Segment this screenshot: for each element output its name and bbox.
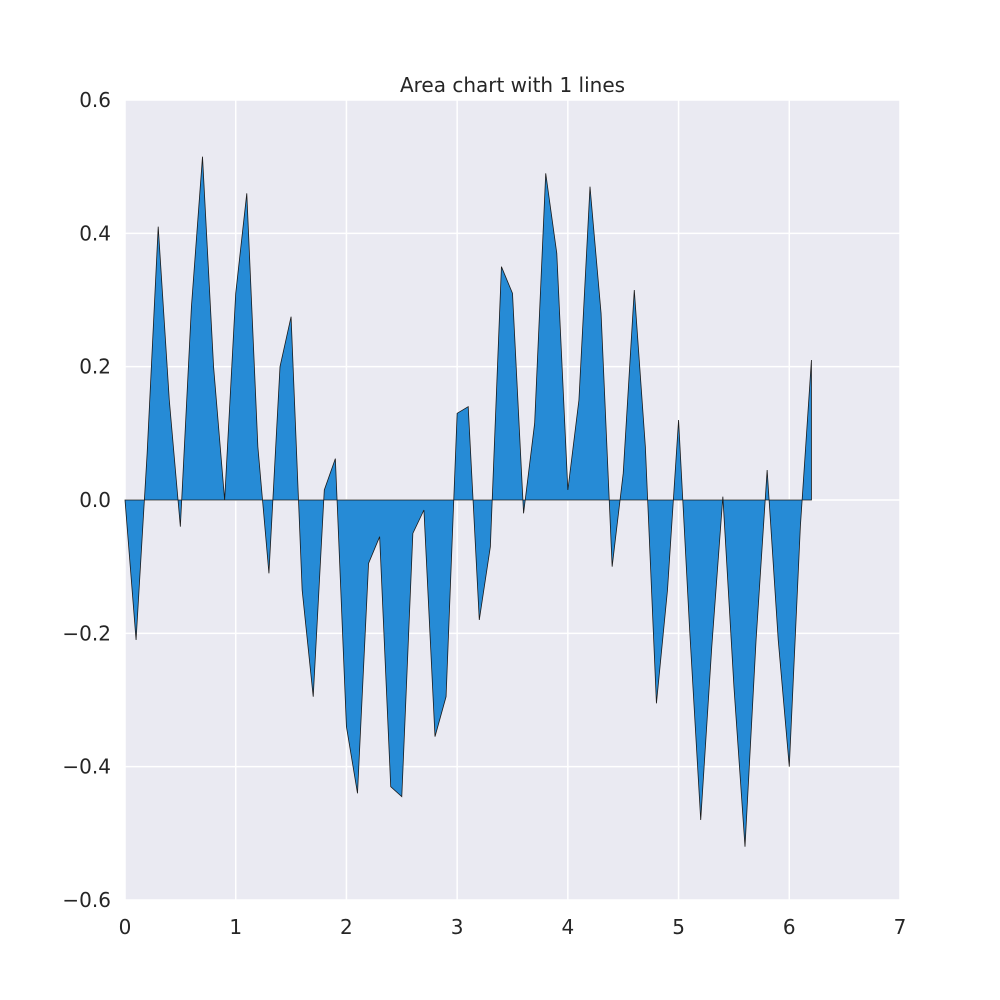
x-tick-label: 0 [119,915,132,939]
x-tick-label: 1 [229,915,242,939]
y-tick-label: −0.6 [62,888,111,912]
y-tick-label: −0.4 [62,755,111,779]
x-tick-label: 2 [340,915,353,939]
y-tick-label: 0.2 [79,355,111,379]
grid-lines [124,99,901,901]
y-tick-label: 0.0 [79,488,111,512]
x-tick-label: 5 [672,915,685,939]
x-tick-label: 6 [783,915,796,939]
x-tick-label: 3 [451,915,464,939]
area-fill [124,156,812,847]
area-series [124,156,812,847]
y-axis-ticks: −0.6 −0.4 −0.2 0.0 0.2 0.4 0.6 [62,88,111,912]
y-tick-label: 0.4 [79,221,111,245]
chart-title: Area chart with 1 lines [400,73,625,97]
x-tick-label: 7 [894,915,907,939]
x-axis-ticks: 0 1 2 3 4 5 6 7 [119,915,907,939]
y-tick-label: 0.6 [79,88,111,112]
x-tick-label: 4 [561,915,574,939]
y-tick-label: −0.2 [62,621,111,645]
